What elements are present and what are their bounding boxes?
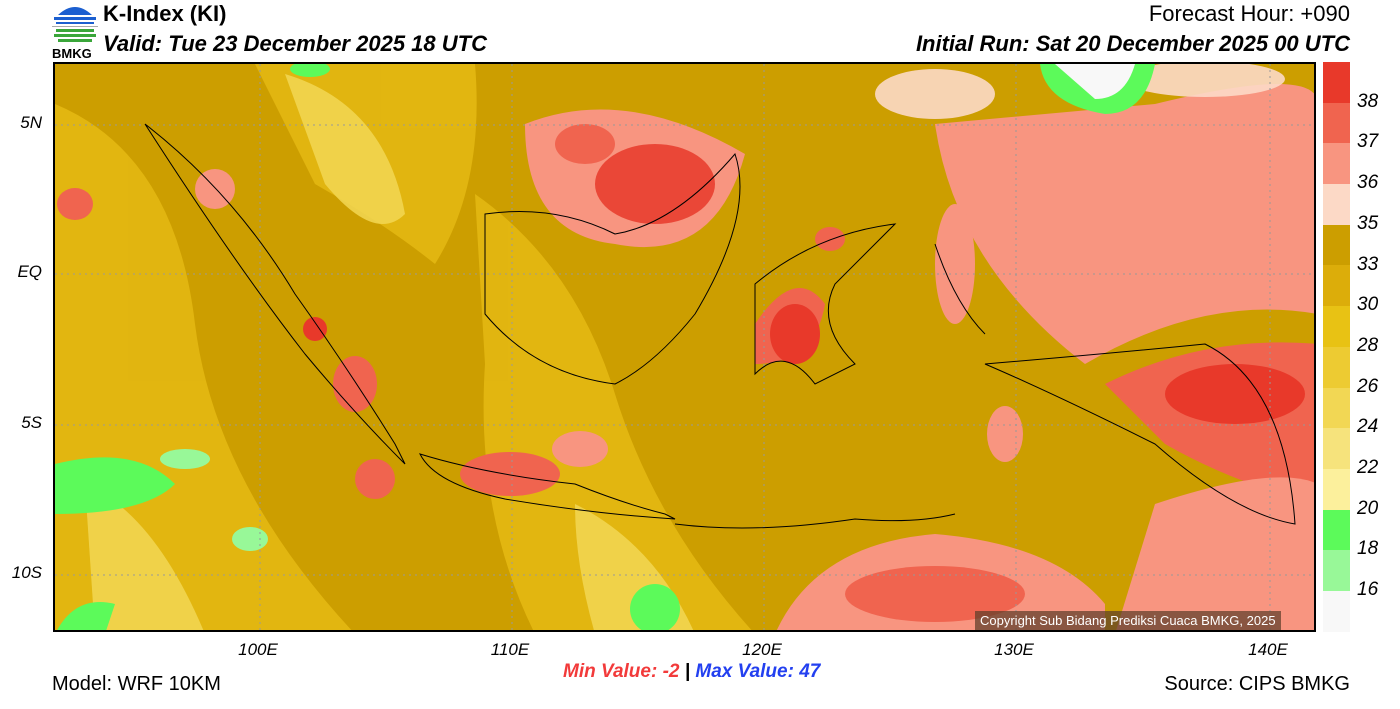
colorbar-label: 28 xyxy=(1357,334,1379,356)
min-value: Min Value: -2 xyxy=(563,661,680,682)
colorbar-swatch xyxy=(1323,184,1350,225)
k-index-map xyxy=(53,62,1316,632)
map-field xyxy=(55,64,1314,630)
initial-run: Initial Run: Sat 20 December 2025 00 UTC xyxy=(915,31,1350,56)
colorbar-swatch xyxy=(1323,102,1350,144)
colorbar-label: 33 xyxy=(1357,253,1379,275)
colorbar-label: 18 xyxy=(1357,538,1379,560)
lon-label-120e: 120E xyxy=(742,640,782,659)
high-index-areas xyxy=(57,84,1314,630)
min-max-values: Min Value: -2 | Max Value: 47 xyxy=(563,661,820,683)
colorbar-label: 26 xyxy=(1357,375,1379,397)
colorbar-swatch xyxy=(1323,224,1350,266)
colorbar-swatch xyxy=(1323,550,1350,591)
forecast-hour: Forecast Hour: +090 xyxy=(1148,1,1350,26)
source-label: Source: CIPS BMKG xyxy=(1164,673,1350,695)
colorbar-swatch xyxy=(1323,590,1350,632)
colorbar-swatch xyxy=(1323,143,1350,185)
coastlines xyxy=(144,123,1296,529)
colorbar-label: 36 xyxy=(1357,172,1379,194)
valid-time: Valid: Tue 23 December 2025 18 UTC xyxy=(103,31,487,56)
map-title: K-Index (KI) xyxy=(103,1,227,26)
separator: | xyxy=(684,661,691,682)
lat-label-eq: EQ xyxy=(17,262,42,281)
colorbar-label: 30 xyxy=(1357,294,1379,316)
lon-label-100e: 100E xyxy=(238,640,278,659)
max-value: Max Value: 47 xyxy=(695,661,821,682)
colorbar-label: 37 xyxy=(1357,131,1379,153)
colorbar-label: 16 xyxy=(1357,579,1379,601)
colorbar-label: 35 xyxy=(1357,212,1379,234)
colorbar-swatch xyxy=(1323,387,1350,429)
colorbar-swatch xyxy=(1323,306,1350,347)
lon-label-130e: 130E xyxy=(994,640,1034,659)
colorbar-label: 38 xyxy=(1357,90,1379,112)
colorbar-swatch xyxy=(1323,346,1350,388)
lat-label-5s: 5S xyxy=(21,413,42,432)
very-low-areas xyxy=(55,64,1155,630)
graticule xyxy=(55,64,1314,630)
svg-text:BMKG: BMKG xyxy=(52,46,92,61)
lat-label-10s: 10S xyxy=(11,563,42,582)
colorbar xyxy=(1323,62,1350,632)
colorbar-swatch xyxy=(1323,428,1350,469)
colorbar-swatch xyxy=(1323,468,1350,510)
bmkg-logo: BMKG xyxy=(52,7,98,61)
lon-label-110e: 110E xyxy=(490,640,530,659)
colorbar-swatch xyxy=(1323,62,1350,103)
colorbar-swatch xyxy=(1323,509,1350,551)
model-label: Model: WRF 10KM xyxy=(52,673,221,695)
colorbar-label: 24 xyxy=(1357,416,1379,438)
colorbar-swatch xyxy=(1323,265,1350,307)
colorbar-label: 22 xyxy=(1357,457,1379,478)
lat-label-5n: 5N xyxy=(20,113,42,132)
colorbar-label: 20 xyxy=(1357,497,1379,519)
copyright-note: Copyright Sub Bidang Prediksi Cuaca BMKG… xyxy=(975,611,1281,630)
lon-label-140e: 140E xyxy=(1248,640,1288,659)
